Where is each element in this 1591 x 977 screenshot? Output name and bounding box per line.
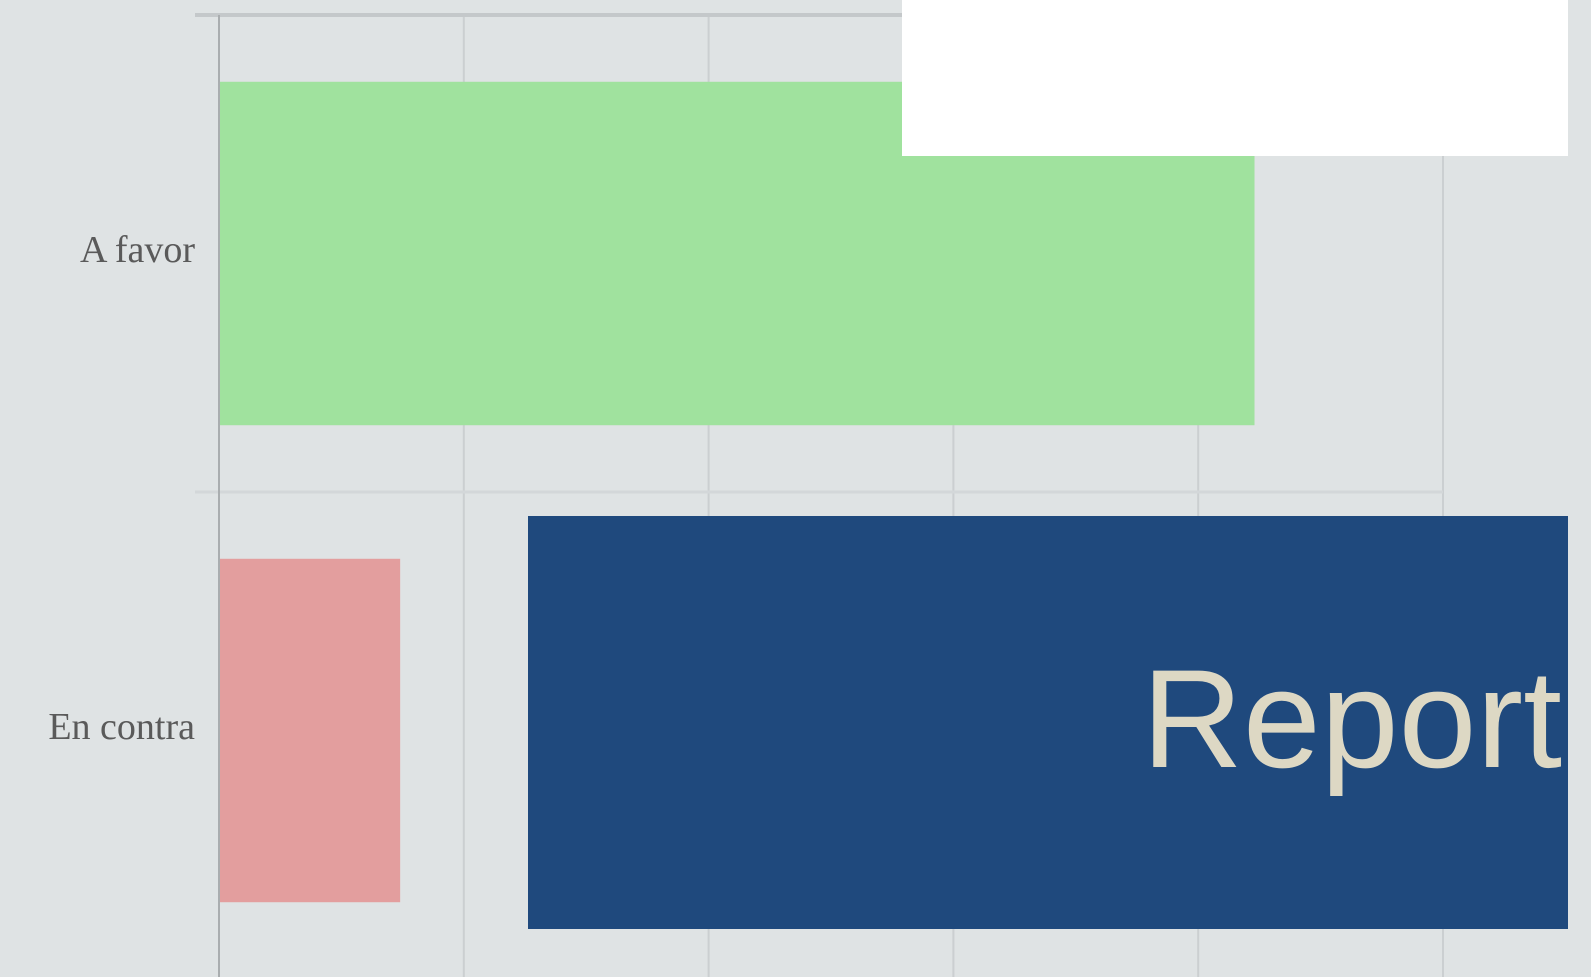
category-label: En contra [48, 706, 195, 748]
bar [219, 558, 401, 903]
banner-text: Report [1142, 640, 1562, 797]
banner [528, 516, 1568, 929]
category-label: A favor [80, 229, 195, 271]
white-overlay [902, 0, 1568, 156]
